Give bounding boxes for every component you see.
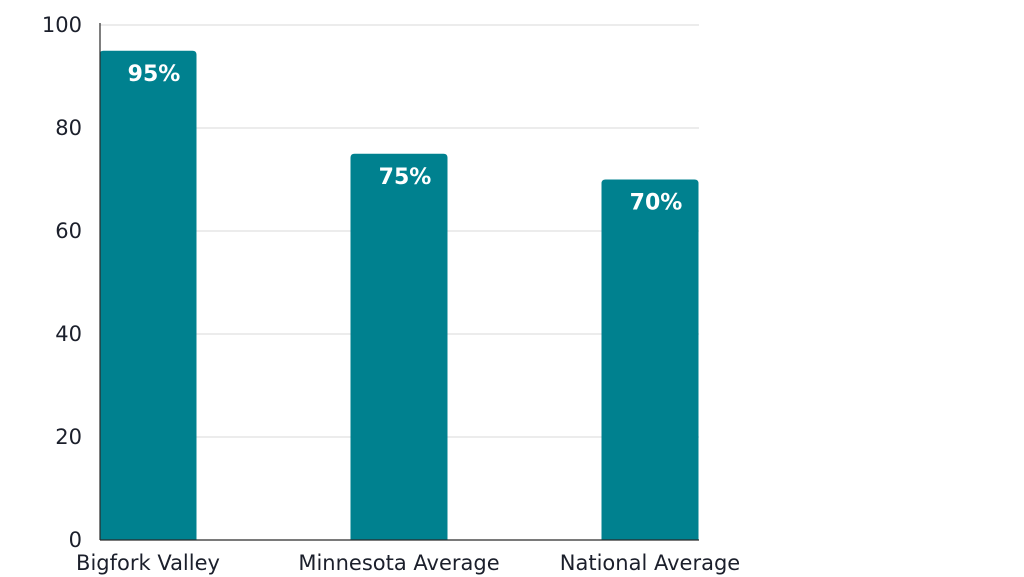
y-tick-label: 0 (69, 528, 82, 552)
y-tick-label: 60 (55, 219, 82, 243)
y-tick-label: 80 (55, 116, 82, 140)
x-category-label: Minnesota Average (298, 551, 499, 575)
y-tick-label: 100 (42, 13, 82, 37)
bar-0 (99, 50, 197, 540)
y-tick-label: 40 (55, 322, 82, 346)
x-category-label: National Average (560, 551, 740, 575)
bars (99, 50, 699, 540)
labels: 0 20 40 60 80 100 95% Bigfork Valley 75% Minnesot… (42, 13, 740, 575)
y-tick-label: 20 (55, 425, 82, 449)
data-label: 75% (379, 165, 432, 190)
bar-2 (601, 179, 699, 540)
data-label: 70% (630, 191, 683, 216)
axes (99, 23, 699, 541)
data-label: 95% (128, 62, 181, 87)
x-category-label: Bigfork Valley (76, 551, 220, 575)
bar-1 (350, 153, 448, 540)
